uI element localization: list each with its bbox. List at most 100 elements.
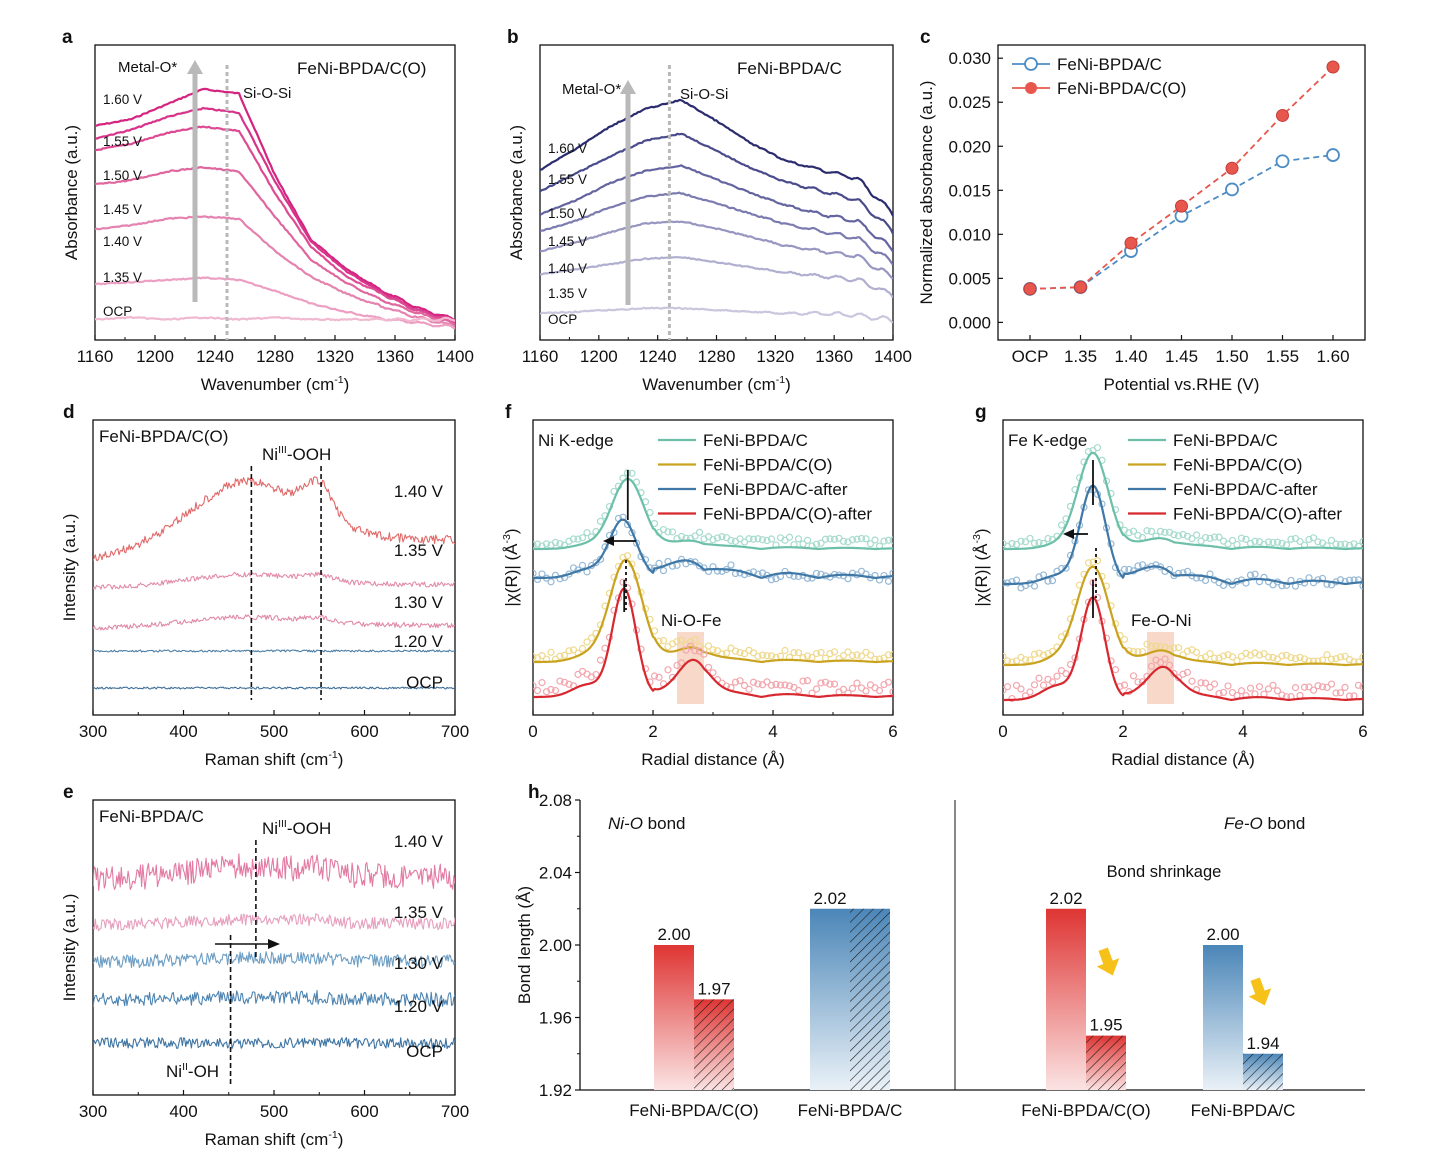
- panel-g-fit-point: [1269, 653, 1277, 662]
- panel-g-fit-point: [1332, 655, 1340, 663]
- panel-g-fit-point: [1170, 669, 1178, 678]
- panel-g-fit-point: [1201, 679, 1210, 687]
- panel-f-fit-point: [862, 535, 870, 543]
- panel-d-peak-label: NiIII-OOH: [262, 444, 331, 464]
- panel-f-fit-point: [551, 571, 560, 579]
- panel-c-x-tick-label: 1.50: [1215, 347, 1248, 366]
- curve-label-b: 1.40 V: [548, 261, 587, 276]
- panel-f-fit-point: [704, 642, 713, 650]
- spectrum-a-1.60V: [95, 87, 455, 322]
- panel-f-fit-point: [830, 535, 839, 543]
- curve-label-d: 1.35 V: [394, 541, 444, 560]
- curve-label-e: 1.35 V: [394, 903, 444, 922]
- panel-f-fit-point: [578, 644, 587, 653]
- panel-f-ylabel: |χ(R)| (Å-3): [501, 528, 521, 606]
- panel-g-fit-point: [1359, 537, 1363, 546]
- panel-f-fit-point: [866, 651, 875, 659]
- panel-g-fit-point: [1215, 533, 1223, 541]
- panel-f-x-tick-label: 6: [888, 722, 897, 741]
- panel-g-fit-point: [1116, 569, 1124, 577]
- panel-g-fit-point: [1305, 535, 1313, 544]
- panel-g-fit-point: [1152, 561, 1160, 569]
- panel-f-fit-point: [772, 680, 780, 688]
- panel-f-fit-point: [853, 651, 861, 659]
- panel-f-fit-point: [790, 649, 798, 657]
- panel-g-fit-point: [1228, 581, 1237, 589]
- panel-f-fit-point: [767, 535, 776, 543]
- panel-g-fit-point: [1269, 681, 1277, 689]
- panel-f-fit-point: [767, 681, 776, 689]
- panel-f-fit-point: [866, 540, 875, 548]
- panel-c-point-c: [1225, 182, 1239, 197]
- panel-b-letter: b: [507, 27, 519, 48]
- panel-g-fit-point: [1174, 644, 1183, 652]
- panel-f-fit-point: [574, 535, 582, 543]
- panel-h-category-label: FeNi-BPDA/C: [1191, 1101, 1296, 1120]
- panel-h-value-before: 2.00: [1206, 925, 1239, 944]
- panel-g-edge-label: Fe K-edge: [1008, 431, 1087, 450]
- spectrum-a-1.40V: [95, 215, 455, 328]
- panel-c-ylabel: Normalized absorbance (a.u.): [917, 81, 936, 305]
- panel-b-xlabel: Wavenumber (cm-1): [642, 374, 791, 394]
- panel-f-curve-3: [533, 587, 893, 699]
- panel-f-fit-point: [538, 652, 546, 660]
- panel-f-fit-point: [587, 634, 596, 642]
- panel-g-fit-point: [1201, 576, 1210, 585]
- curve-label-d: 1.40 V: [394, 482, 444, 501]
- panel-g-fit-point: [1048, 577, 1057, 585]
- panel-f-fit-point: [556, 677, 564, 685]
- panel-f-fit-point: [533, 653, 537, 661]
- spectrum-b-1.35V: [540, 256, 893, 299]
- panel-g-fit-point: [1323, 651, 1331, 659]
- panel-g-curve-0: [1003, 451, 1363, 551]
- curve-label-b: OCP: [548, 312, 577, 327]
- curve-label-b: 1.60 V: [548, 141, 587, 156]
- panel-f-legend-label: FeNi-BPDA/C(O): [703, 456, 832, 475]
- panel-g-fit-point: [1035, 538, 1043, 547]
- panel-f-fit-point: [830, 680, 839, 688]
- panel-c-point-co: [1023, 282, 1037, 296]
- panel-f-fit-point: [691, 647, 699, 655]
- panel-g-fit-point: [1030, 681, 1039, 689]
- panel-e-letter: e: [63, 782, 74, 803]
- panel-g-curve-3: [1003, 596, 1363, 702]
- curve-label-a: 1.60 V: [103, 92, 142, 107]
- panel-h-y-tick-label: 1.92: [539, 1081, 572, 1100]
- panel-f-fit-point: [880, 537, 888, 545]
- panel-g-fit-point: [1206, 683, 1214, 691]
- panel-f-fit-point: [691, 636, 699, 644]
- panel-g-fit-point: [1017, 537, 1025, 545]
- panel-a-x-tick-label: 1280: [256, 347, 294, 366]
- panel-g-fit-point: [1183, 668, 1192, 676]
- raman-d-1: [93, 571, 455, 590]
- panel-f-fit-point: [785, 533, 794, 541]
- panel-d-plot: [93, 476, 455, 690]
- panel-g-fit-point: [1359, 683, 1363, 691]
- panel-f-fit-point: [839, 651, 848, 660]
- panel-f-fit-point: [596, 517, 605, 525]
- panel-e-title: FeNi-BPDA/C: [99, 807, 204, 826]
- panel-a-x-tick-label: 1360: [376, 347, 414, 366]
- panel-g-curve-1: [1003, 565, 1363, 667]
- panel-g-fit-point: [1219, 652, 1228, 660]
- panel-g-fit-point: [1287, 535, 1295, 543]
- raman-d-4: [93, 686, 455, 690]
- curve-label-b: 1.45 V: [548, 234, 587, 249]
- panel-f-fit-point: [731, 678, 740, 686]
- panel-g-fit-point: [1269, 538, 1277, 547]
- peak-label-si-o-si-a: Si-O-Si: [243, 85, 291, 102]
- panel-b-up-arrow-head: [620, 80, 636, 94]
- panel-g-fit-point: [1062, 670, 1070, 678]
- panel-f-fit-point: [763, 652, 771, 660]
- panel-f-fit-point: [740, 681, 749, 690]
- panel-c-y-tick-label: 0.025: [948, 93, 991, 112]
- panel-f-fit-point: [889, 536, 893, 544]
- panel-c-point-c: [1326, 148, 1340, 162]
- panel-a-plot: [95, 87, 455, 330]
- panel-f-x-tick-label: 4: [768, 722, 777, 741]
- panel-h-y-tick-label: 2.00: [539, 936, 572, 955]
- panel-f-fit-point: [731, 647, 740, 655]
- panel-f-fit-point: [853, 679, 861, 687]
- panel-g-shift-arrow-head: [1063, 529, 1074, 539]
